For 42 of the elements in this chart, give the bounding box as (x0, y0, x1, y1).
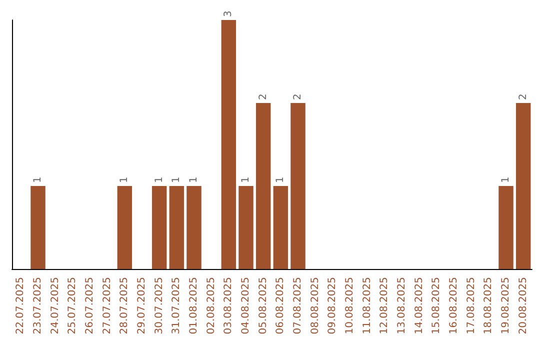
x-tick-label: 13.08.2025 (396, 277, 408, 334)
x-tick-label: 28.07.2025 (119, 277, 130, 334)
data-label: 1 (275, 176, 286, 183)
data-label: 1 (500, 176, 512, 183)
x-tick-label: 01.08.2025 (188, 277, 200, 334)
x-tick-label: 20.08.2025 (518, 277, 529, 334)
data-label: 1 (32, 176, 44, 183)
data-label: 1 (171, 176, 182, 183)
x-tick-label: 04.08.2025 (240, 277, 252, 334)
data-label: 2 (518, 94, 529, 100)
x-tick-label: 07.08.2025 (292, 277, 304, 334)
x-tick-label: 14.08.2025 (414, 277, 425, 334)
x-tick-label: 29.07.2025 (136, 277, 148, 334)
x-tick-label: 22.07.2025 (15, 277, 26, 334)
x-tick-label: 17.08.2025 (466, 277, 477, 334)
x-tick-label: 12.08.2025 (379, 277, 390, 334)
x-tick-label: 27.07.2025 (102, 277, 113, 334)
x-tick-label: 05.08.2025 (258, 277, 269, 334)
x-tick-label: 06.08.2025 (275, 277, 286, 334)
x-tick-label: 24.07.2025 (50, 277, 61, 334)
x-tick-label: 10.08.2025 (344, 277, 356, 334)
x-tick-label: 02.08.2025 (206, 277, 217, 334)
x-tick-label: 09.08.2025 (327, 277, 338, 334)
x-tick-label: 19.08.2025 (500, 277, 512, 334)
x-tick-label: 31.07.2025 (171, 277, 182, 334)
x-tick-label: 23.07.2025 (32, 277, 44, 334)
x-tick-label: 18.08.2025 (483, 277, 494, 334)
x-tick-label: 25.07.2025 (67, 277, 78, 334)
x-tick-label: 26.07.2025 (84, 277, 96, 334)
x-tick-label: 15.08.2025 (431, 277, 442, 334)
data-label: 1 (119, 176, 130, 183)
x-tick-label: 03.08.2025 (223, 277, 234, 334)
x-tick-label: 11.08.2025 (362, 277, 373, 334)
data-label: 3 (223, 10, 234, 17)
data-label: 1 (154, 176, 165, 183)
data-label: 1 (188, 176, 200, 183)
data-label: 1 (240, 176, 252, 183)
x-tick-label: 16.08.2025 (448, 277, 460, 334)
data-label: 2 (258, 94, 269, 100)
x-tick-label: 30.07.2025 (154, 277, 165, 334)
data-label: 2 (292, 94, 304, 100)
x-tick-label: 08.08.2025 (310, 277, 321, 334)
